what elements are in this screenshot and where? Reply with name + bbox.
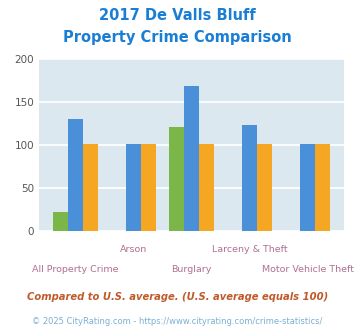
Text: Motor Vehicle Theft: Motor Vehicle Theft xyxy=(262,265,354,274)
Bar xyxy=(300,144,315,231)
Text: Arson: Arson xyxy=(120,245,147,254)
Bar xyxy=(315,144,331,231)
Bar xyxy=(83,144,98,231)
Bar xyxy=(141,144,156,231)
Text: © 2025 CityRating.com - https://www.cityrating.com/crime-statistics/: © 2025 CityRating.com - https://www.city… xyxy=(32,317,323,326)
Bar xyxy=(126,144,141,231)
Bar xyxy=(169,127,184,231)
Text: Property Crime Comparison: Property Crime Comparison xyxy=(63,30,292,45)
Bar xyxy=(242,125,257,231)
Bar xyxy=(53,212,68,231)
Text: All Property Crime: All Property Crime xyxy=(32,265,119,274)
Text: Larceny & Theft: Larceny & Theft xyxy=(212,245,288,254)
Text: Compared to U.S. average. (U.S. average equals 100): Compared to U.S. average. (U.S. average … xyxy=(27,292,328,302)
Bar xyxy=(199,144,214,231)
Bar xyxy=(184,86,199,231)
Bar xyxy=(257,144,272,231)
Bar xyxy=(68,119,83,231)
Text: Burglary: Burglary xyxy=(171,265,212,274)
Text: 2017 De Valls Bluff: 2017 De Valls Bluff xyxy=(99,8,256,23)
